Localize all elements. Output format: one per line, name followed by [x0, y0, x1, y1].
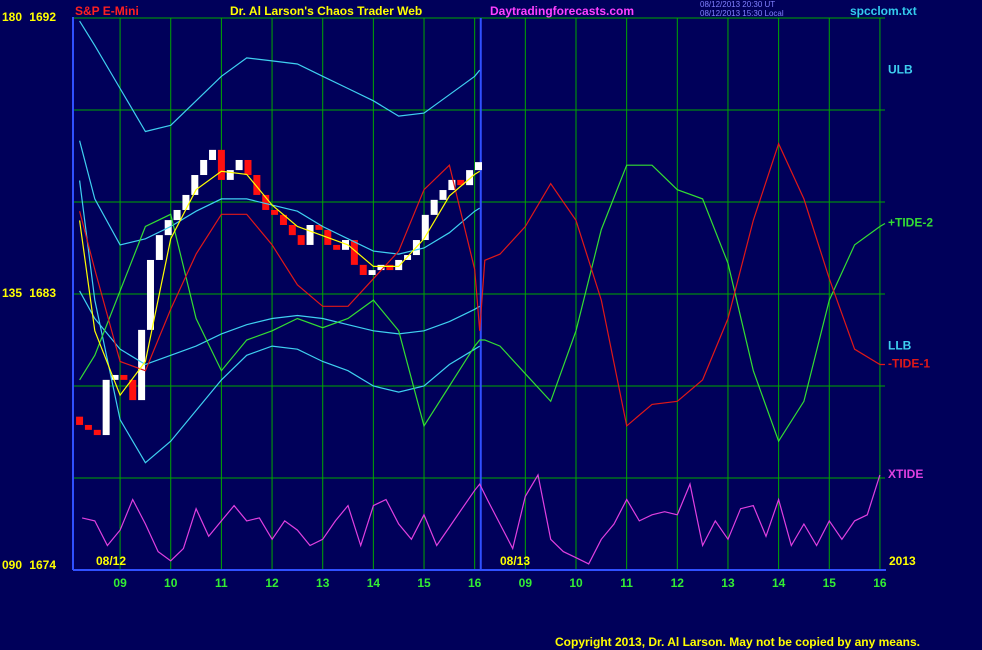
x-tick-label: 14: [367, 576, 381, 590]
price-bar: [217, 149, 225, 180]
price-bar: [111, 374, 119, 380]
plot-marks: [76, 20, 886, 565]
copyright: Copyright 2013, Dr. Al Larson. May not b…: [555, 635, 920, 649]
series-line: [81, 473, 881, 565]
price-bar: [93, 429, 101, 436]
x-tick-label: 15: [823, 576, 837, 590]
price-bar: [377, 264, 385, 271]
series-line: [79, 20, 481, 133]
site-url: Daytradingforecasts.com: [490, 4, 634, 18]
date-label: 08/12: [96, 554, 126, 568]
series-line: [79, 180, 481, 464]
price-bar: [448, 179, 456, 191]
price-bar: [138, 329, 146, 401]
x-tick-label: 11: [620, 576, 633, 590]
grid: [73, 17, 885, 571]
price-bar: [191, 175, 199, 195]
site-title: Dr. Al Larson's Chaos Trader Web: [230, 4, 422, 18]
price-bar: [253, 175, 261, 195]
price-bar: [129, 379, 137, 401]
instrument-label: S&P E-Mini: [75, 4, 139, 18]
year-label: 2013: [889, 554, 916, 568]
price-bar: [102, 379, 110, 436]
price-bar: [200, 159, 208, 176]
y2-tick-label: 135: [2, 286, 22, 300]
series-line: [79, 142, 885, 428]
price-bar: [421, 214, 429, 241]
price-bar: [235, 159, 243, 171]
price-bar: [457, 179, 465, 186]
price-bar: [84, 424, 92, 430]
x-tick-label: 11: [215, 576, 228, 590]
price-bar: [297, 235, 305, 245]
price-bar: [244, 159, 252, 176]
y2-tick-label: 180: [2, 10, 22, 24]
price-bar: [279, 214, 287, 225]
x-tick-label: 09: [519, 576, 533, 590]
price-bar: [430, 199, 438, 215]
price-bar: [315, 225, 323, 230]
price-bar: [350, 240, 358, 265]
x-tick-label: 15: [417, 576, 431, 590]
price-bar: [333, 244, 341, 250]
price-bar: [226, 170, 234, 180]
price-bar: [368, 270, 376, 275]
price-bar: [262, 194, 270, 210]
x-tick-label: 16: [468, 576, 482, 590]
price-bar: [386, 264, 394, 271]
price-bar: [173, 209, 181, 221]
legend-label: +TIDE-2: [888, 216, 933, 230]
series-line: [79, 290, 481, 366]
legend-label: ULB: [888, 62, 913, 76]
price-bar: [209, 149, 217, 160]
data-file: spcclom.txt: [850, 4, 917, 18]
date-label: 08/13: [500, 554, 530, 568]
x-tick-label: 12: [265, 576, 279, 590]
price-bar: [306, 225, 314, 245]
series-line: [79, 170, 481, 397]
price-bar: [342, 240, 350, 250]
legend-label: LLB: [888, 338, 912, 352]
price-bar: [395, 259, 403, 271]
y2-tick-label: 090: [2, 558, 22, 572]
price-bar: [76, 416, 84, 425]
y-tick-label: 1692: [29, 10, 56, 24]
y-tick-label: 1683: [29, 286, 56, 300]
series-line: [79, 164, 886, 443]
legend-label: -TIDE-1: [888, 357, 930, 371]
price-bar: [155, 235, 163, 260]
price-bar: [474, 162, 482, 171]
price-bar: [120, 374, 128, 380]
x-tick-label: 14: [772, 576, 786, 590]
price-bar: [146, 259, 154, 330]
series-line: [79, 140, 481, 255]
x-tick-label: 16: [873, 576, 887, 590]
price-bar: [288, 225, 296, 236]
timestamp-local: 08/12/2013 15:30 Local: [700, 9, 784, 18]
price-bar: [439, 190, 447, 200]
x-tick-label: 13: [721, 576, 735, 590]
price-bar: [466, 170, 474, 186]
timestamp-ut: 08/12/2013 20:30 UT: [700, 0, 775, 9]
x-tick-label: 10: [164, 576, 178, 590]
y-tick-label: 1674: [29, 558, 56, 572]
x-tick-label: 12: [671, 576, 685, 590]
x-tick-label: 13: [316, 576, 330, 590]
x-tick-label: 10: [569, 576, 583, 590]
x-tick-label: 09: [113, 576, 127, 590]
legend-label: XTIDE: [888, 467, 923, 481]
price-bar: [359, 264, 367, 275]
price-bar: [271, 209, 279, 215]
price-bar: [182, 194, 190, 210]
